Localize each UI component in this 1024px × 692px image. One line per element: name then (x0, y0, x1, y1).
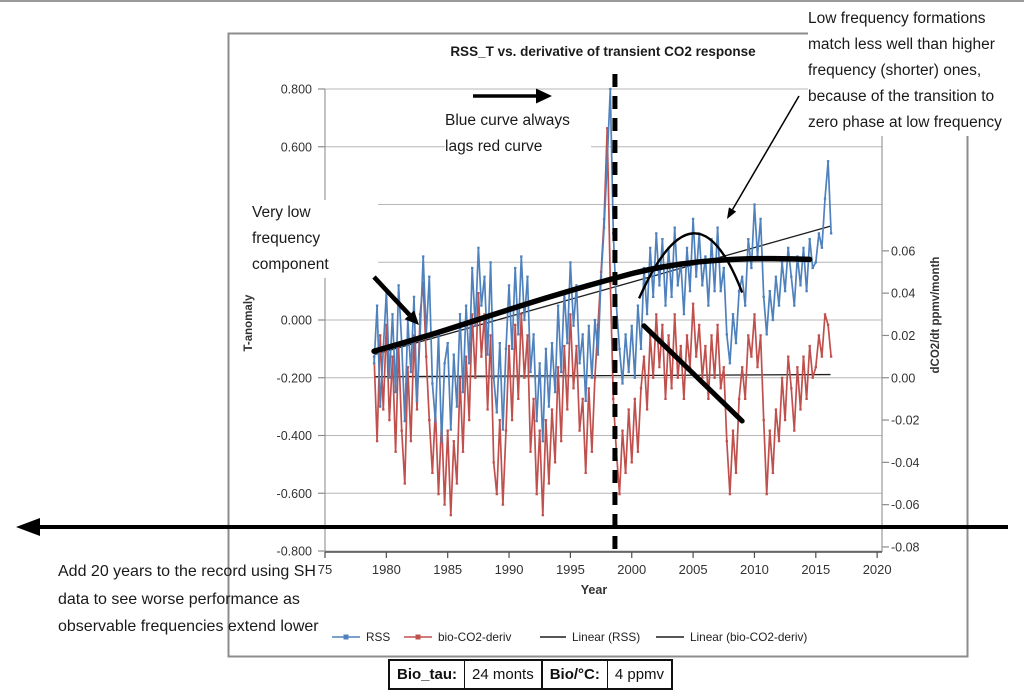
low-frequency-pointer-arrow-shaft (731, 95, 800, 210)
left-tick-label: -0.600 (277, 487, 312, 501)
trendline-linear-rss- (373, 225, 831, 356)
legend-label-0: RSS (366, 630, 390, 644)
legend-marker-0 (343, 634, 349, 640)
right-tick-label: 0.00 (891, 371, 915, 385)
bio-per-degc-value: 4 ppmv (606, 661, 671, 688)
x-tick-label: 2015 (801, 562, 830, 577)
low-frequency-pointer-arrow-head (727, 207, 737, 219)
bio-per-degc-label: Bio/°C: (540, 661, 607, 688)
chart-title: RSS_T vs. derivative of transient CO2 re… (450, 44, 756, 59)
right-tick-label: 0.02 (891, 329, 915, 343)
right-tick-label: -0.08 (891, 540, 920, 554)
arc-annotation (638, 232, 744, 299)
series-line-rss (373, 88, 832, 443)
x-tick-label: 2000 (617, 562, 646, 577)
x-tick-label: 1985 (433, 562, 462, 577)
left-tick-label: -0.800 (277, 545, 312, 559)
thick-low-frequency-curve (371, 255, 813, 354)
left-tick-label: 0.600 (281, 140, 312, 154)
left-tick-label: -0.400 (277, 429, 312, 443)
parameter-table: Bio_tau: 24 monts Bio/°C: 4 ppmv (388, 659, 674, 690)
blue-lags-arrow-head (536, 88, 552, 104)
right-tick-label: -0.06 (891, 498, 920, 512)
legend-label-2: Linear (RSS) (572, 630, 640, 644)
right-tick-label: 0.04 (891, 287, 915, 301)
annotation-very-low-frequency: Very low frequency component (252, 200, 378, 279)
legend-marker-1 (415, 634, 421, 640)
add-20-years-left-arrow-head (16, 518, 40, 536)
left-axis-title: T-anomaly (243, 294, 255, 351)
very-low-frequency-arrow-head (404, 310, 419, 325)
thick-diagonal-annotation (641, 323, 745, 424)
very-low-frequency-arrow-shaft (372, 275, 412, 317)
x-tick-label: 1995 (556, 562, 585, 577)
right-tick-label: -0.02 (891, 414, 920, 428)
annotation-add-20-years: Add 20 years to the record using SH data… (58, 563, 319, 636)
legend-label-3: Linear (bio-CO2-deriv) (690, 630, 807, 644)
x-tick-label: 2005 (679, 562, 708, 577)
x-tick-label: 1990 (495, 562, 524, 577)
x-tick-label: 2020 (863, 562, 892, 577)
trendline-linear-bio-co2-deriv- (374, 373, 831, 378)
annotation-low-frequency-formations: Low frequency formations match less well… (808, 6, 1018, 137)
right-axis-title: dCO2/dt ppmv/month (930, 257, 942, 374)
left-tick-label: 0.800 (281, 83, 312, 97)
top-border-line (0, 0, 1024, 2)
left-tick-label: 0.000 (281, 314, 312, 328)
x-tick-label: 75 (318, 562, 332, 577)
right-tick-label: 0.06 (891, 244, 915, 258)
right-tick-label: -0.04 (891, 456, 920, 470)
x-tick-label: 2010 (740, 562, 769, 577)
legend-label-1: bio-CO2-deriv (438, 630, 512, 644)
x-axis-title: Year (581, 583, 608, 597)
annotation-blue-lags-red: Blue curve always lags red curve (445, 108, 591, 161)
left-tick-label: -0.200 (277, 371, 312, 385)
bio-tau-value: 24 monts (464, 661, 541, 688)
bio-tau-label: Bio_tau: (397, 666, 457, 683)
x-tick-label: 1980 (372, 562, 401, 577)
